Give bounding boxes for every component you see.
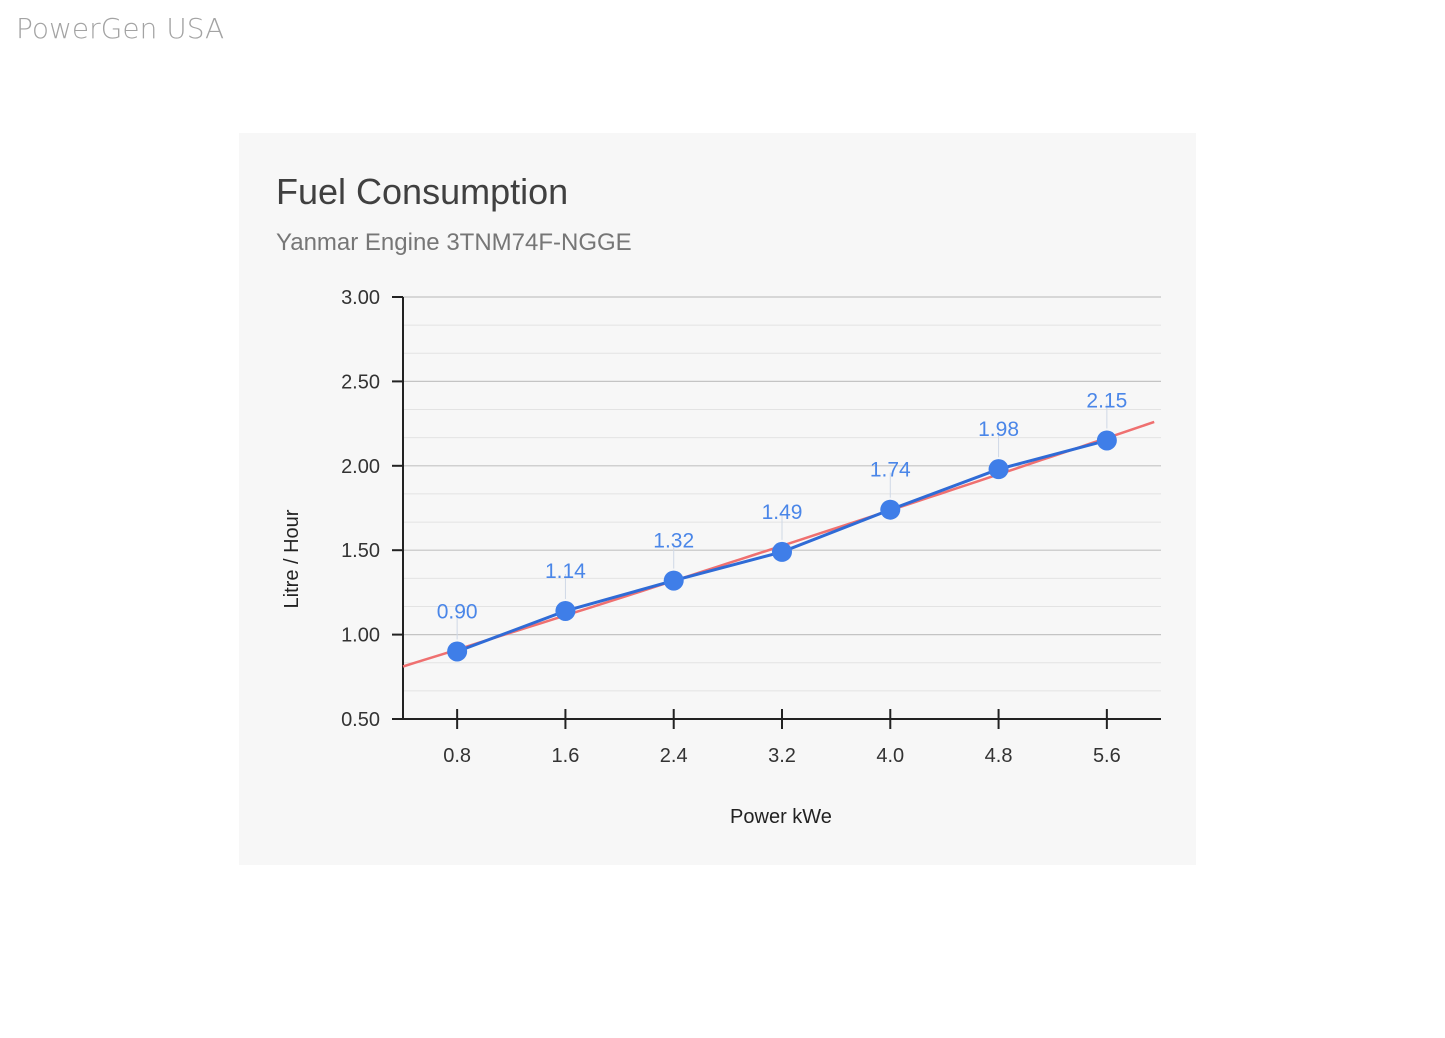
chart-title: Fuel Consumption — [276, 171, 569, 212]
tick-labels: 0.50 1.00 1.50 2.00 2.50 3.00 0.8 1.6 2.4 3.2 4.0 4… — [341, 287, 1121, 767]
x-tick-label: 3.2 — [768, 745, 796, 767]
data-point — [447, 641, 468, 662]
y-tick-label: 1.50 — [341, 540, 380, 562]
chart-card: Fuel Consumption Yanmar Engine 3TNM74F-N… — [239, 133, 1196, 865]
y-axis-title: Litre / Hour — [281, 509, 303, 608]
data-series: 0.90 1.14 1.32 1.49 1.74 1.98 2.15 — [437, 389, 1127, 662]
y-tick-label: 2.50 — [341, 371, 380, 393]
y-tick-label: 0.50 — [341, 709, 380, 731]
y-tick-label: 3.00 — [341, 287, 380, 309]
data-label: 2.15 — [1086, 389, 1127, 412]
data-label: 1.32 — [653, 530, 694, 553]
data-label: 1.14 — [545, 560, 586, 583]
x-tick-label: 1.6 — [552, 745, 580, 767]
data-label: 1.49 — [762, 501, 803, 524]
x-tick-label: 0.8 — [443, 745, 471, 767]
x-tick-label: 4.8 — [985, 745, 1013, 767]
y-tick-label: 2.00 — [341, 456, 380, 478]
x-tick-label: 4.0 — [876, 745, 904, 767]
data-label: 1.98 — [978, 418, 1019, 441]
x-axis-title: Power kWe — [730, 806, 832, 828]
line-chart: 0.50 1.00 1.50 2.00 2.50 3.00 0.8 1.6 2.4 3.2 4.0 4… — [281, 287, 1161, 828]
data-point — [988, 459, 1009, 480]
data-label: 1.74 — [870, 459, 911, 482]
data-point — [772, 541, 792, 562]
x-tick-label: 5.6 — [1093, 745, 1121, 767]
chart-subtitle: Yanmar Engine 3TNM74F-NGGE — [276, 229, 632, 256]
data-point — [1096, 430, 1117, 451]
axes — [392, 296, 1161, 729]
data-point — [663, 570, 684, 591]
data-point — [880, 499, 901, 520]
y-tick-label: 1.00 — [341, 625, 380, 647]
data-label: 0.90 — [437, 600, 478, 623]
data-point — [555, 600, 576, 621]
brand-name: PowerGen USA — [16, 12, 225, 45]
x-tick-label: 2.4 — [660, 745, 688, 767]
